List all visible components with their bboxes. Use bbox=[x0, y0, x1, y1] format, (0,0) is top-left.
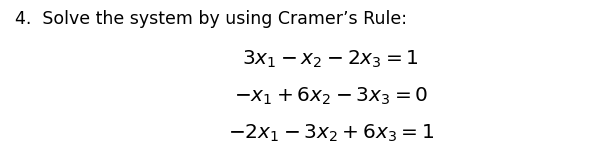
Text: $-2x_1 - 3x_2 + 6x_3 = 1$: $-2x_1 - 3x_2 + 6x_3 = 1$ bbox=[228, 123, 434, 144]
Text: $-x_1 + 6x_2 - 3x_3 = 0$: $-x_1 + 6x_2 - 3x_3 = 0$ bbox=[234, 86, 428, 107]
Text: 4.  Solve the system by using Cramer’s Rule:: 4. Solve the system by using Cramer’s Ru… bbox=[15, 10, 407, 28]
Text: $3x_1 - x_2 - 2x_3 = 1$: $3x_1 - x_2 - 2x_3 = 1$ bbox=[242, 49, 420, 70]
